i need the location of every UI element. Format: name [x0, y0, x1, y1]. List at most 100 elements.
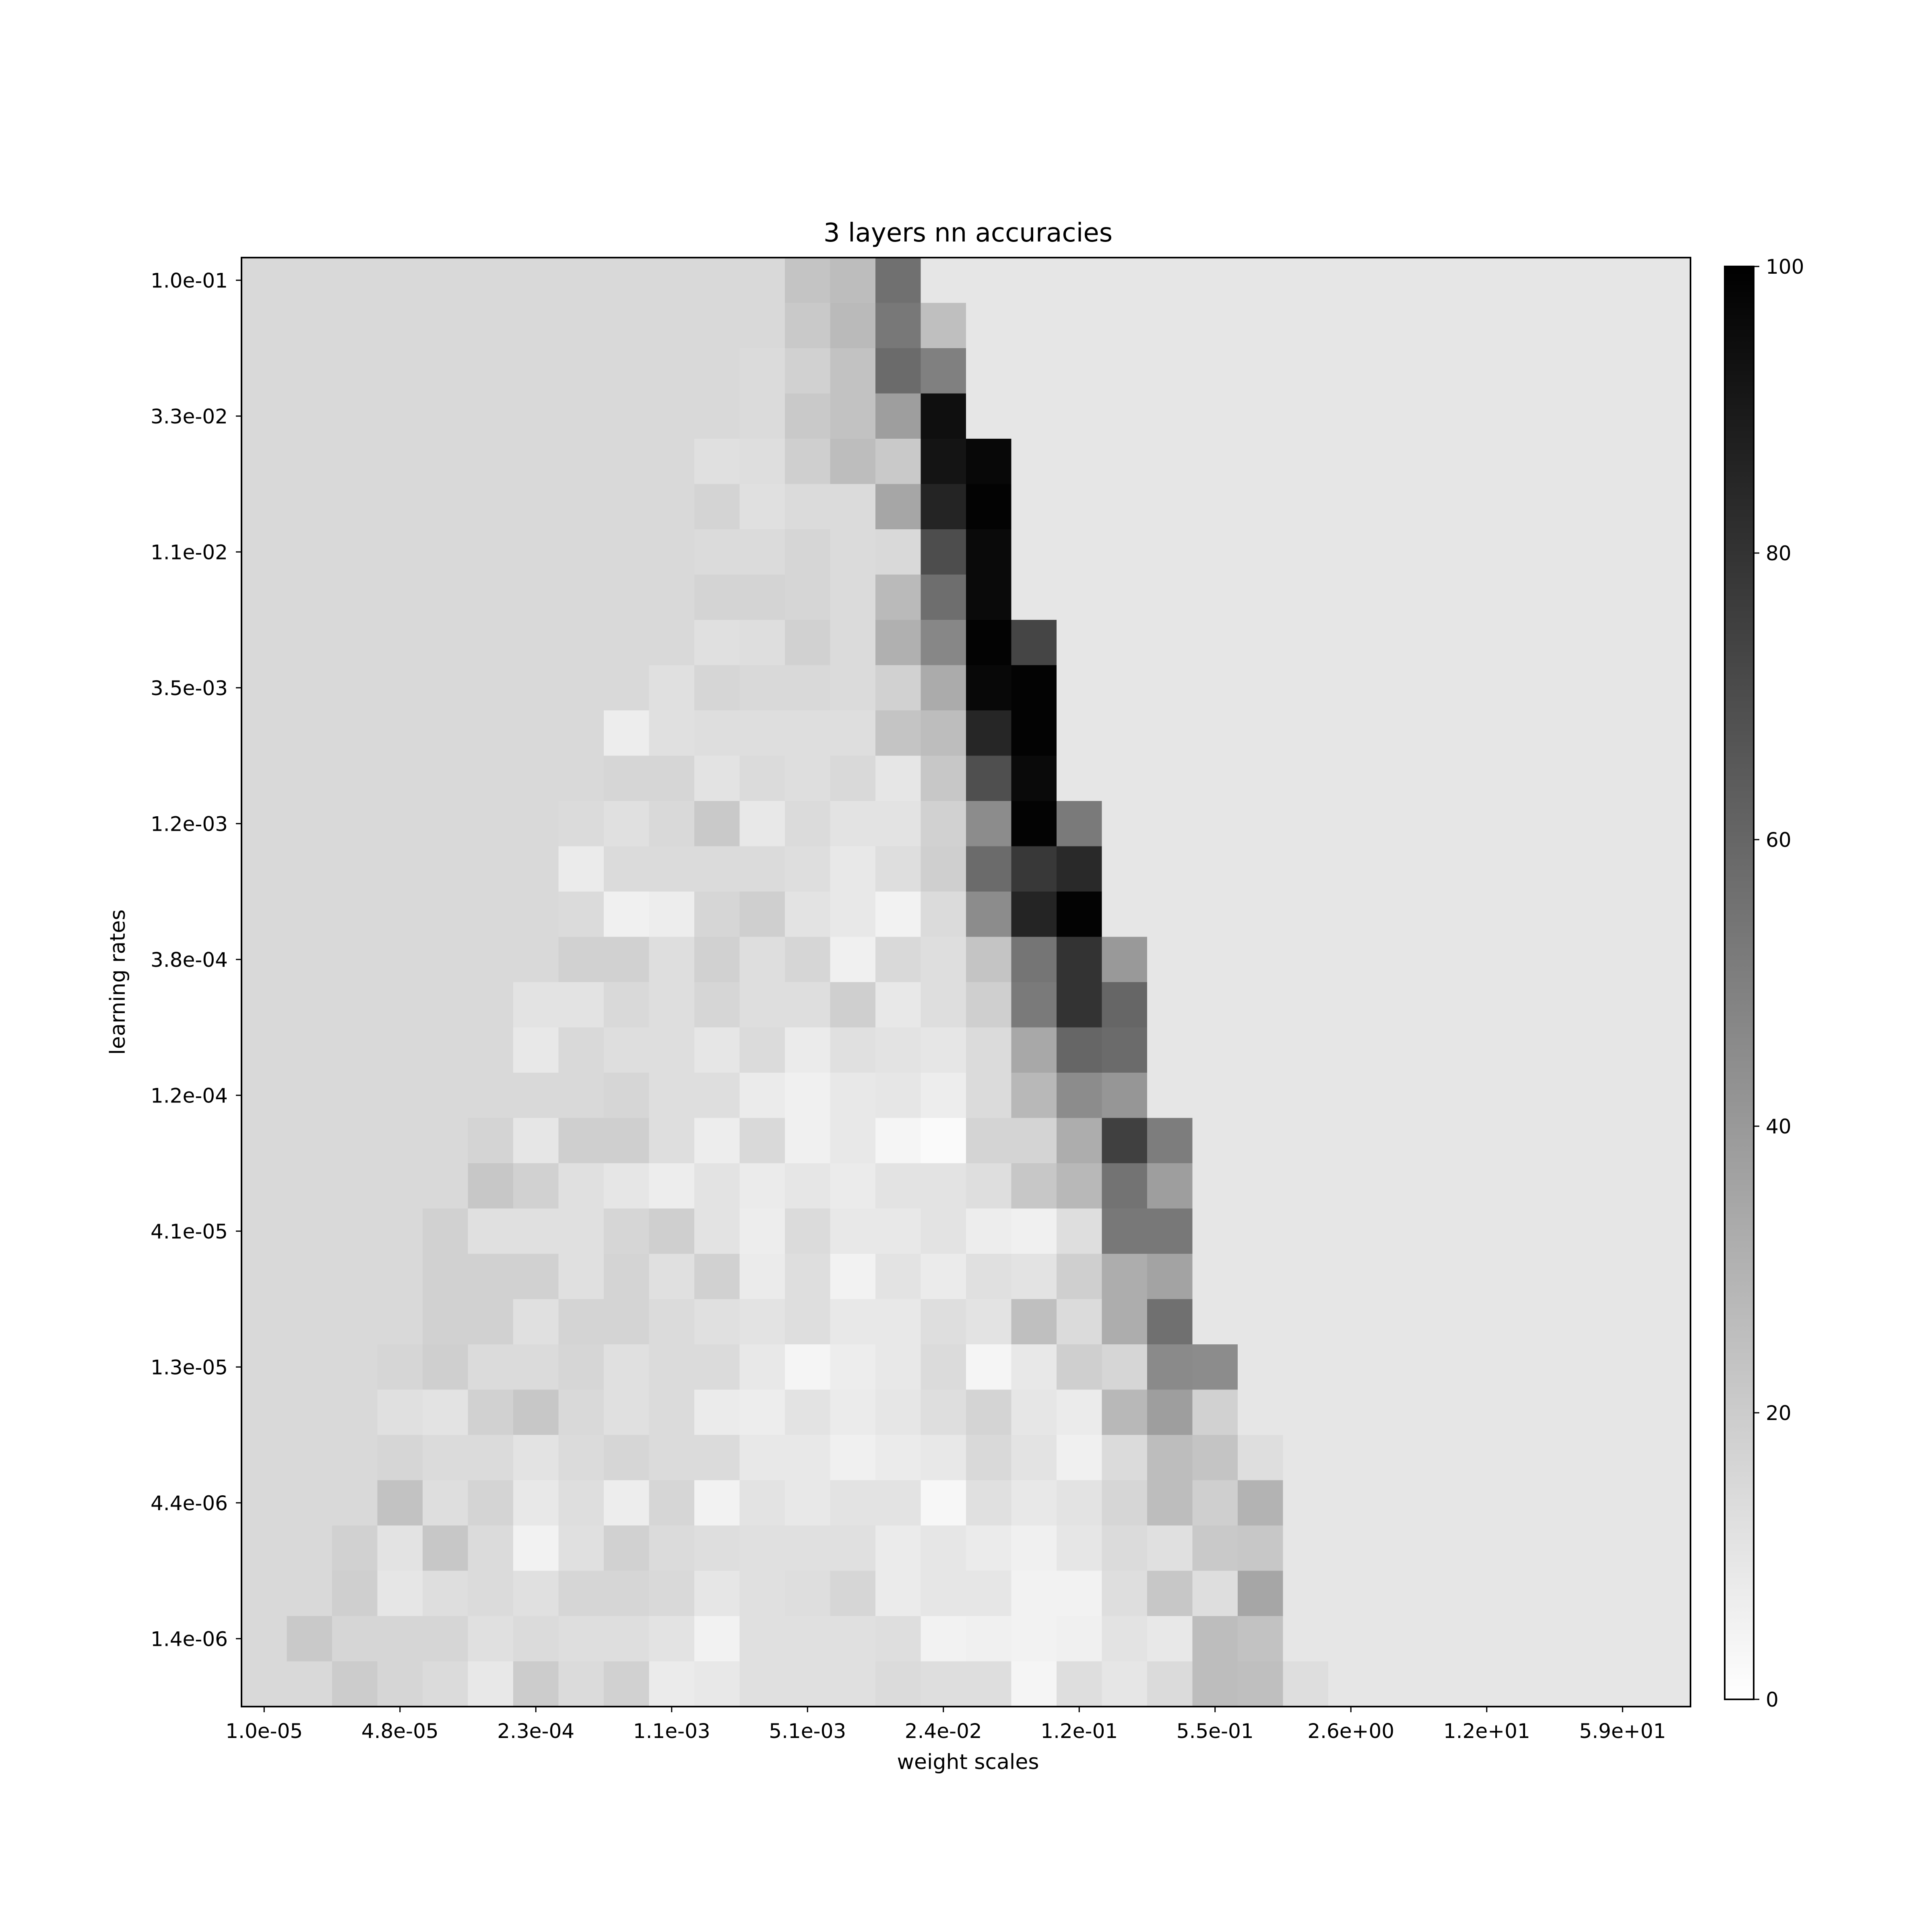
heatmap-cell: [558, 801, 604, 847]
heatmap-cell: [377, 529, 423, 575]
heatmap-cell: [332, 892, 378, 937]
heatmap-cell: [1057, 303, 1102, 349]
heatmap-cell: [332, 937, 378, 983]
heatmap-cell: [694, 937, 740, 983]
heatmap-cell: [423, 574, 469, 620]
heatmap-cell: [468, 258, 514, 303]
heatmap-cell: [242, 1525, 287, 1571]
heatmap-cell: [1419, 620, 1465, 666]
heatmap-cell: [921, 1163, 966, 1209]
heatmap-cell: [785, 1118, 831, 1164]
heatmap-cell: [1464, 1389, 1510, 1435]
heatmap-cell: [875, 348, 921, 394]
heatmap-cell: [1283, 1435, 1329, 1481]
heatmap-cell: [604, 1480, 650, 1526]
heatmap-cell: [966, 1480, 1012, 1526]
heatmap-cell: [1238, 1616, 1284, 1662]
heatmap-cell: [1238, 1118, 1284, 1164]
heatmap-cell: [1328, 937, 1374, 983]
heatmap-cell: [423, 1299, 469, 1345]
heatmap-cell: [739, 1661, 785, 1707]
heatmap-cell: [694, 258, 740, 303]
heatmap-cell: [1102, 1208, 1148, 1254]
heatmap-cell: [1192, 1435, 1238, 1481]
heatmap-cell: [242, 892, 287, 937]
heatmap-cell: [921, 801, 966, 847]
heatmap-cell: [921, 1118, 966, 1164]
x-tick-label: 1.2e-01: [1040, 1719, 1118, 1743]
heatmap-cell: [604, 1299, 650, 1345]
heatmap-cell: [830, 1027, 876, 1073]
heatmap-cell: [558, 1254, 604, 1300]
heatmap-cell: [966, 303, 1012, 349]
heatmap-cell: [1102, 348, 1148, 394]
heatmap-cell: [1011, 1480, 1057, 1526]
heatmap-cell: [1554, 1208, 1600, 1254]
heatmap-cell: [1464, 1661, 1510, 1707]
heatmap-cell: [1328, 801, 1374, 847]
heatmap-cell: [1283, 1163, 1329, 1209]
heatmap-cell: [694, 348, 740, 394]
heatmap-cell: [423, 1661, 469, 1707]
heatmap-cell: [1283, 1344, 1329, 1390]
heatmap-cell: [242, 484, 287, 530]
heatmap-cell: [377, 1254, 423, 1300]
heatmap-cell: [1102, 1254, 1148, 1300]
heatmap-cell: [785, 1299, 831, 1345]
heatmap-cell: [332, 484, 378, 530]
heatmap-cell: [468, 710, 514, 756]
heatmap-cell: [649, 1435, 695, 1481]
heatmap-cell: [468, 1571, 514, 1616]
heatmap-cell: [1373, 484, 1419, 530]
heatmap-cell: [332, 1163, 378, 1209]
heatmap-cell: [1645, 937, 1691, 983]
heatmap-cell: [1192, 258, 1238, 303]
heatmap-cell: [423, 258, 469, 303]
x-tick-label: 2.3e-04: [497, 1719, 574, 1743]
heatmap-cell: [1328, 1525, 1374, 1571]
heatmap-cell: [1509, 846, 1555, 892]
x-tick-label: 5.5e-01: [1177, 1719, 1254, 1743]
heatmap-cells: [242, 258, 1691, 1707]
heatmap-cell: [694, 484, 740, 530]
heatmap-cell: [377, 1389, 423, 1435]
heatmap-cell: [1419, 393, 1465, 439]
heatmap-cell: [1011, 484, 1057, 530]
heatmap-cell: [785, 1073, 831, 1119]
heatmap-cell: [1419, 1118, 1465, 1164]
heatmap-cell: [830, 755, 876, 801]
heatmap-cell: [1419, 665, 1465, 711]
x-axis-ticks: 1.0e-05 4.8e-05 2.3e-04 1.1e-03 5.1e-03 2.4e-…: [225, 1707, 1666, 1743]
heatmap-cell: [1102, 1073, 1148, 1119]
heatmap-cell: [1192, 801, 1238, 847]
heatmap-cell: [558, 1571, 604, 1616]
heatmap-cell: [649, 892, 695, 937]
heatmap-cell: [1554, 529, 1600, 575]
heatmap-cell: [966, 1616, 1012, 1662]
heatmap-cell: [287, 1525, 332, 1571]
heatmap-cell: [1328, 1435, 1374, 1481]
heatmap-cell: [242, 665, 287, 711]
heatmap-cell: [1509, 529, 1555, 575]
heatmap-cell: [1645, 1344, 1691, 1390]
heatmap-cell: [1554, 303, 1600, 349]
y-tick-label: 1.4e-06: [151, 1627, 228, 1651]
heatmap-cell: [1373, 1435, 1419, 1481]
heatmap-cell: [1554, 982, 1600, 1028]
heatmap-cell: [1509, 1027, 1555, 1073]
heatmap-cell: [649, 393, 695, 439]
heatmap-cell: [739, 1525, 785, 1571]
heatmap-cell: [966, 1389, 1012, 1435]
heatmap-cell: [785, 801, 831, 847]
heatmap-cell: [1283, 1299, 1329, 1345]
heatmap-cell: [423, 1118, 469, 1164]
heatmap-cell: [875, 258, 921, 303]
heatmap-cell: [1645, 1027, 1691, 1073]
heatmap-cell: [1102, 484, 1148, 530]
heatmap-cell: [694, 574, 740, 620]
heatmap-cell: [1011, 1163, 1057, 1209]
heatmap-cell: [921, 937, 966, 983]
heatmap-cell: [1464, 1616, 1510, 1662]
heatmap-cell: [921, 348, 966, 394]
heatmap-cell: [558, 303, 604, 349]
